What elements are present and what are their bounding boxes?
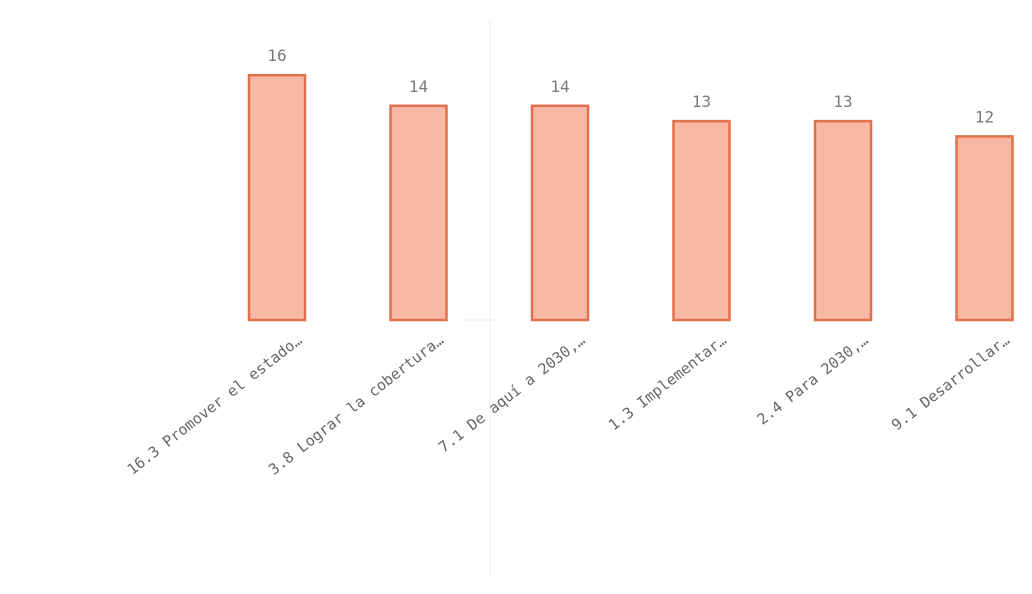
category-label-3: 7.1 De aquí a 2030,… [435,331,588,456]
category-label-4: 1.3 Implementar… [605,331,730,434]
bar-2 [389,104,448,322]
bar-6 [955,135,1014,322]
data-label-2: 14 [409,77,428,96]
category-label-group: 16.3 Promover el estado…3.8 Lograr la co… [124,331,1013,479]
bar-4 [672,119,731,322]
data-label-3: 14 [550,77,569,96]
category-label-5: 2.4 Para 2030,… [754,331,872,429]
data-label-4: 13 [692,92,711,111]
bar-3 [530,104,590,322]
data-label-5: 13 [833,92,852,111]
value-label-group: 16 14 14 13 13 12 [267,46,994,126]
data-label-6: 12 [975,107,994,126]
data-label-1: 16 [267,46,286,65]
category-label-6: 9.1 Desarrollar… [888,331,1013,434]
bar-group [247,73,1014,322]
bar-1 [247,73,307,322]
bar-5 [813,119,873,322]
